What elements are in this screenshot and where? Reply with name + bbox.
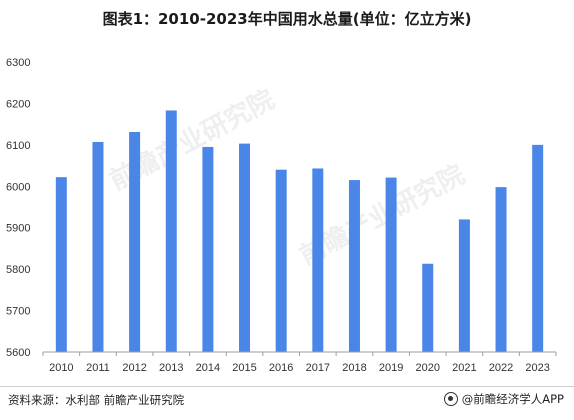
y-tick-label: 6000: [6, 181, 30, 193]
bars: [55, 110, 544, 352]
bar-2010: [55, 177, 67, 352]
footer-divider: [0, 386, 574, 387]
bar-2021: [458, 219, 470, 352]
bar-2019: [385, 177, 397, 352]
y-tick-label: 6300: [6, 57, 30, 69]
y-tick-label: 5600: [6, 347, 30, 359]
bar-2011: [92, 141, 104, 352]
source-note: 资料来源：水利部 前瞻产业研究院: [8, 393, 185, 407]
x-tick-label: 2020: [416, 362, 440, 374]
x-tick-label: 2018: [342, 362, 366, 374]
bar-2015: [239, 143, 251, 352]
bar-2018: [348, 180, 360, 352]
x-tick-label: 2023: [525, 362, 549, 374]
brand-credit: @前瞻经济学人APP: [443, 391, 564, 407]
x-tick-label: 2022: [489, 362, 513, 374]
x-axis-ticks: 2010 2011 2012 2013 2014 2015 2016 2017 2018 2019…: [42, 352, 557, 374]
x-tick-label: 2016: [269, 362, 293, 374]
chart-title: 图表1：2010-2023年中国用水总量(单位：亿立方米): [102, 10, 472, 28]
y-tick-label: 5700: [6, 306, 30, 318]
y-tick-label: 5800: [6, 264, 30, 276]
x-tick-label: 2013: [159, 362, 183, 374]
bar-2016: [275, 169, 287, 352]
y-axis-ticks: 5600 5700 5800 5900 6000 6100 6200 6300: [6, 57, 30, 359]
x-tick-label: 2021: [452, 362, 476, 374]
bar-2022: [495, 187, 507, 352]
y-tick-label: 5900: [6, 223, 30, 235]
bar-2020: [422, 263, 434, 352]
bar-2012: [129, 132, 141, 352]
x-tick-label: 2017: [306, 362, 330, 374]
x-tick-label: 2019: [379, 362, 403, 374]
x-tick-label: 2010: [49, 362, 73, 374]
bar-2017: [312, 168, 324, 352]
x-tick-label: 2011: [86, 362, 110, 374]
brand-text: @前瞻经济学人APP: [461, 392, 564, 406]
x-tick-label: 2014: [196, 362, 220, 374]
bar-2014: [202, 146, 214, 352]
bar-2023: [532, 144, 544, 352]
y-tick-label: 6200: [6, 98, 30, 110]
x-tick-label: 2015: [232, 362, 256, 374]
bar-2013: [165, 110, 177, 352]
x-tick-label: 2012: [122, 362, 146, 374]
y-tick-label: 6100: [6, 140, 30, 152]
brand-logo-icon: [443, 392, 458, 406]
